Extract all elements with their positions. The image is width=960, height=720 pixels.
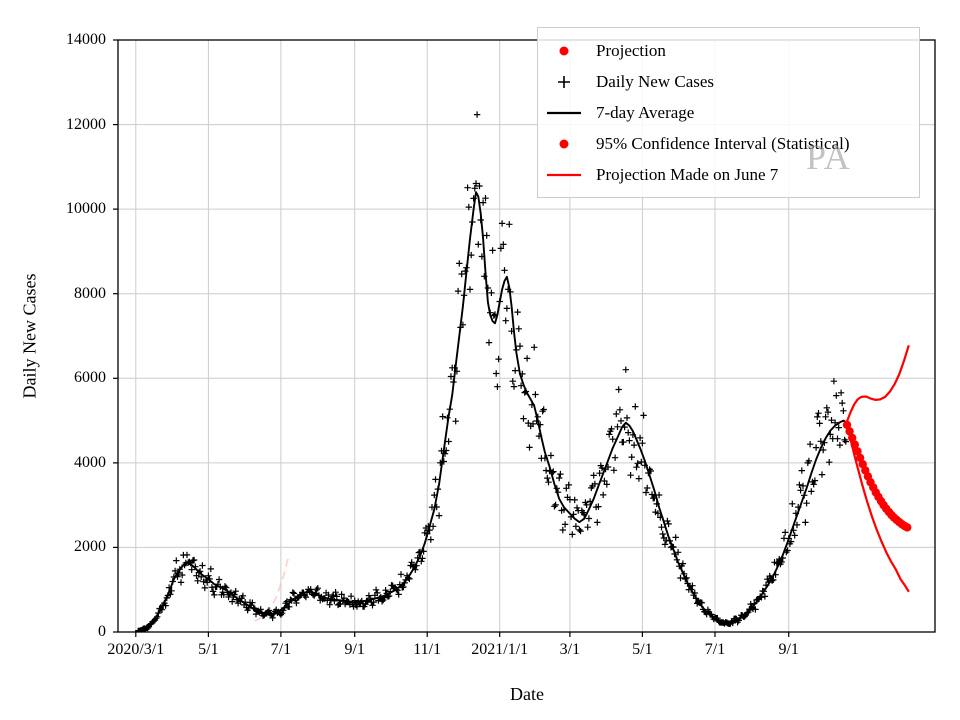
legend-item-label: Daily New Cases — [596, 71, 715, 91]
legend-item-daily-new-cases: Daily New Cases — [538, 66, 919, 97]
y-tick-label: 4000 — [74, 453, 106, 471]
red-dot-marker-icon — [538, 41, 590, 61]
x-tick-label: 9/1 — [778, 641, 799, 658]
tick-marks — [113, 39, 790, 637]
y-tick-label: 2000 — [74, 538, 106, 556]
y-tick-label: 0 — [98, 623, 106, 640]
legend-item-label: 95% Confidence Interval (Statistical) — [596, 133, 850, 153]
red-dot-marker-icon — [538, 134, 590, 154]
legend: Projection Daily New Cases 7-day Average… — [537, 27, 920, 198]
projection-lower-ci-line — [845, 425, 910, 593]
red-line-marker-icon — [538, 165, 590, 185]
x-axis-label: Date — [510, 684, 544, 704]
y-tick-label: 8000 — [74, 284, 106, 302]
y-tick-label: 6000 — [74, 369, 106, 387]
plus-marker-icon — [538, 72, 590, 92]
x-tick-label: 2020/3/1 — [107, 641, 165, 658]
legend-item-label: Projection Made on June 7 — [596, 164, 779, 184]
x-tick-label: 3/1 — [559, 641, 581, 658]
projection-dots — [842, 420, 912, 532]
x-tick-label: 2021/1/1 — [471, 641, 529, 658]
legend-item-7day-average: 7-day Average — [538, 97, 919, 128]
y-tick-label: 14000 — [66, 31, 106, 48]
y-tick-label: 10000 — [66, 200, 106, 218]
seven-day-average-line — [135, 191, 848, 632]
black-line-marker-icon — [538, 103, 590, 123]
watermark-text: PA — [806, 137, 851, 177]
legend-item-label: Projection — [596, 40, 666, 60]
legend-item-confidence-interval: 95% Confidence Interval (Statistical) — [538, 128, 919, 159]
x-tick-label: 5/1 — [198, 641, 219, 658]
plot-frame — [117, 39, 936, 633]
legend-item-projection-made-june7: Projection Made on June 7 — [538, 159, 919, 190]
x-tick-label: 11/1 — [413, 641, 442, 658]
y-tick-label: 12000 — [66, 115, 106, 133]
old-projection-dashed-line — [254, 557, 289, 622]
x-tick-label: 5/1 — [632, 641, 653, 658]
x-tick-label: 7/1 — [704, 641, 726, 658]
legend-item-projection: Projection — [538, 35, 919, 66]
x-tick-label: 9/1 — [344, 641, 365, 658]
projection-upper-ci-line — [845, 344, 910, 422]
x-tick-label: 7/1 — [270, 641, 292, 658]
legend-item-label: 7-day Average — [596, 102, 695, 122]
